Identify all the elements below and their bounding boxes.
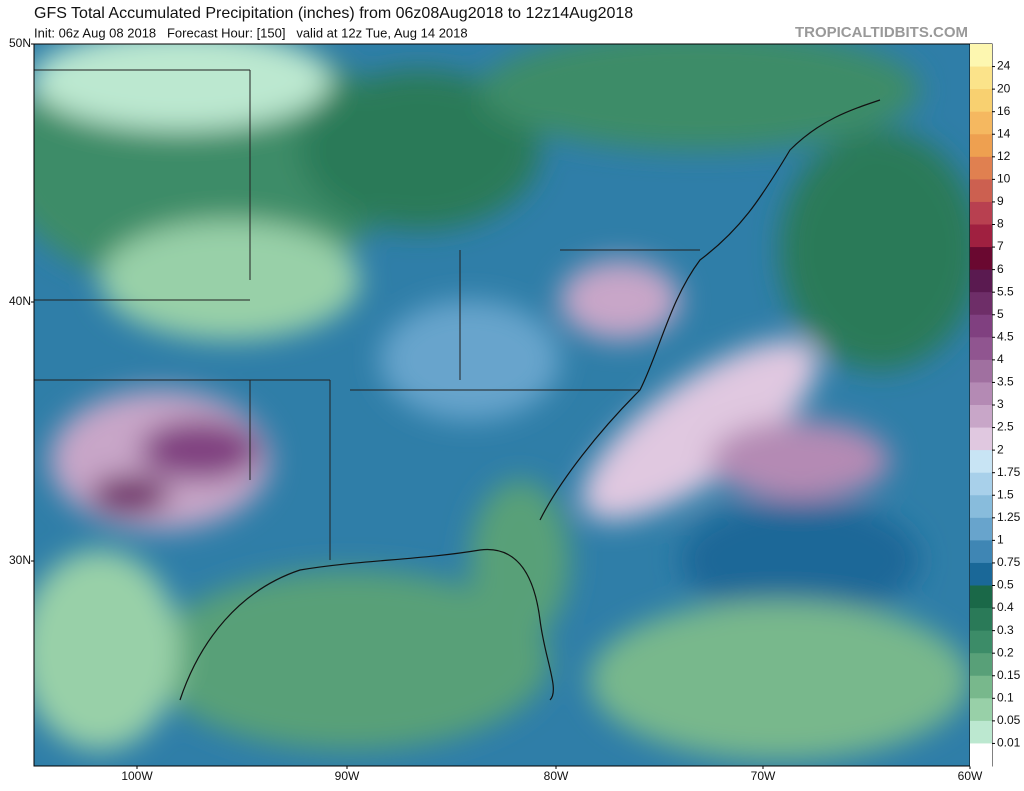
colorbar-swatch [970,720,992,744]
colorbar-swatch [970,201,992,225]
colorbar-label: 8 [997,217,1004,231]
colorbar-label: 1.5 [997,487,1014,501]
colorbar-swatch [970,269,992,293]
lon-label: 80W [544,769,569,783]
colorbar-label: 7 [997,239,1004,253]
colorbar-swatch [970,585,992,609]
colorbar-swatch [970,224,992,248]
colorbar-swatch [970,314,992,338]
colorbar-label: 0.75 [997,555,1021,569]
colorbar-label: 1 [997,533,1004,547]
colorbar-label: 3 [997,397,1004,411]
lat-label: 30N [9,553,31,567]
colorbar-label: 24 [997,59,1011,73]
colorbar-swatch [970,359,992,383]
colorbar-swatch [970,698,992,722]
colorbar-label: 3.5 [997,375,1014,389]
colorbar-swatch [970,382,992,406]
colorbar-swatch [970,89,992,113]
colorbar-label: 1.75 [997,465,1021,479]
precip-field [34,44,970,766]
colorbar-label: 6 [997,262,1004,276]
colorbar-swatch [970,653,992,677]
colorbar-label: 0.5 [997,578,1014,592]
colorbar-swatch [970,179,992,203]
colorbar-label: 12 [997,149,1011,163]
colorbar-swatch [970,540,992,564]
colorbar-label: 10 [997,172,1011,186]
colorbar-swatch [970,743,992,767]
colorbar-label: 5 [997,307,1004,321]
colorbar-label: 4 [997,352,1004,366]
subtitle: Init: 06z Aug 08 2018 Forecast Hour: [15… [34,25,468,40]
colorbar-swatch [970,472,992,496]
colorbar-label: 0.05 [997,713,1021,727]
colorbar-label: 14 [997,126,1011,140]
lon-label: 90W [335,769,360,783]
lon-label: 60W [958,769,983,783]
colorbar-label: 9 [997,194,1004,208]
colorbar-swatch [970,156,992,180]
colorbar-label: 5.5 [997,284,1014,298]
colorbar-label: 0.15 [997,668,1021,682]
lat-label: 50N [9,36,31,50]
colorbar-swatch [970,66,992,90]
colorbar-swatch [970,134,992,158]
colorbar-swatch [970,427,992,451]
lon-label: 70W [751,769,776,783]
colorbar-swatch [970,247,992,271]
colorbar-swatch [970,111,992,135]
lon-label: 100W [121,769,153,783]
colorbar-label: 2.5 [997,420,1014,434]
colorbar-label: 0.4 [997,600,1014,614]
colorbar-swatch [970,450,992,474]
colorbar-label: 20 [997,81,1011,95]
colorbar-label: 0.3 [997,623,1014,637]
credit: TROPICALTIDBITS.COM [795,24,968,41]
colorbar-label: 2 [997,442,1004,456]
colorbar-label: 4.5 [997,329,1014,343]
colorbar-label: 16 [997,104,1011,118]
colorbar-swatch [970,405,992,429]
colorbar-swatch [970,562,992,586]
colorbar-label: 0.1 [997,690,1014,704]
colorbar-label: 1.25 [997,510,1021,524]
colorbar-swatch [970,44,992,68]
colorbar-label: 0.2 [997,645,1014,659]
colorbar-label: 0.01 [997,736,1021,750]
colorbar-swatch [970,608,992,632]
colorbar-swatch [970,630,992,654]
colorbar-swatch [970,292,992,316]
colorbar-swatch [970,495,992,519]
colorbar-swatch [970,337,992,361]
title: GFS Total Accumulated Precipitation (inc… [34,5,633,22]
colorbar-swatch [970,517,992,541]
colorbar-swatch [970,675,992,699]
lat-label: 40N [9,294,31,308]
